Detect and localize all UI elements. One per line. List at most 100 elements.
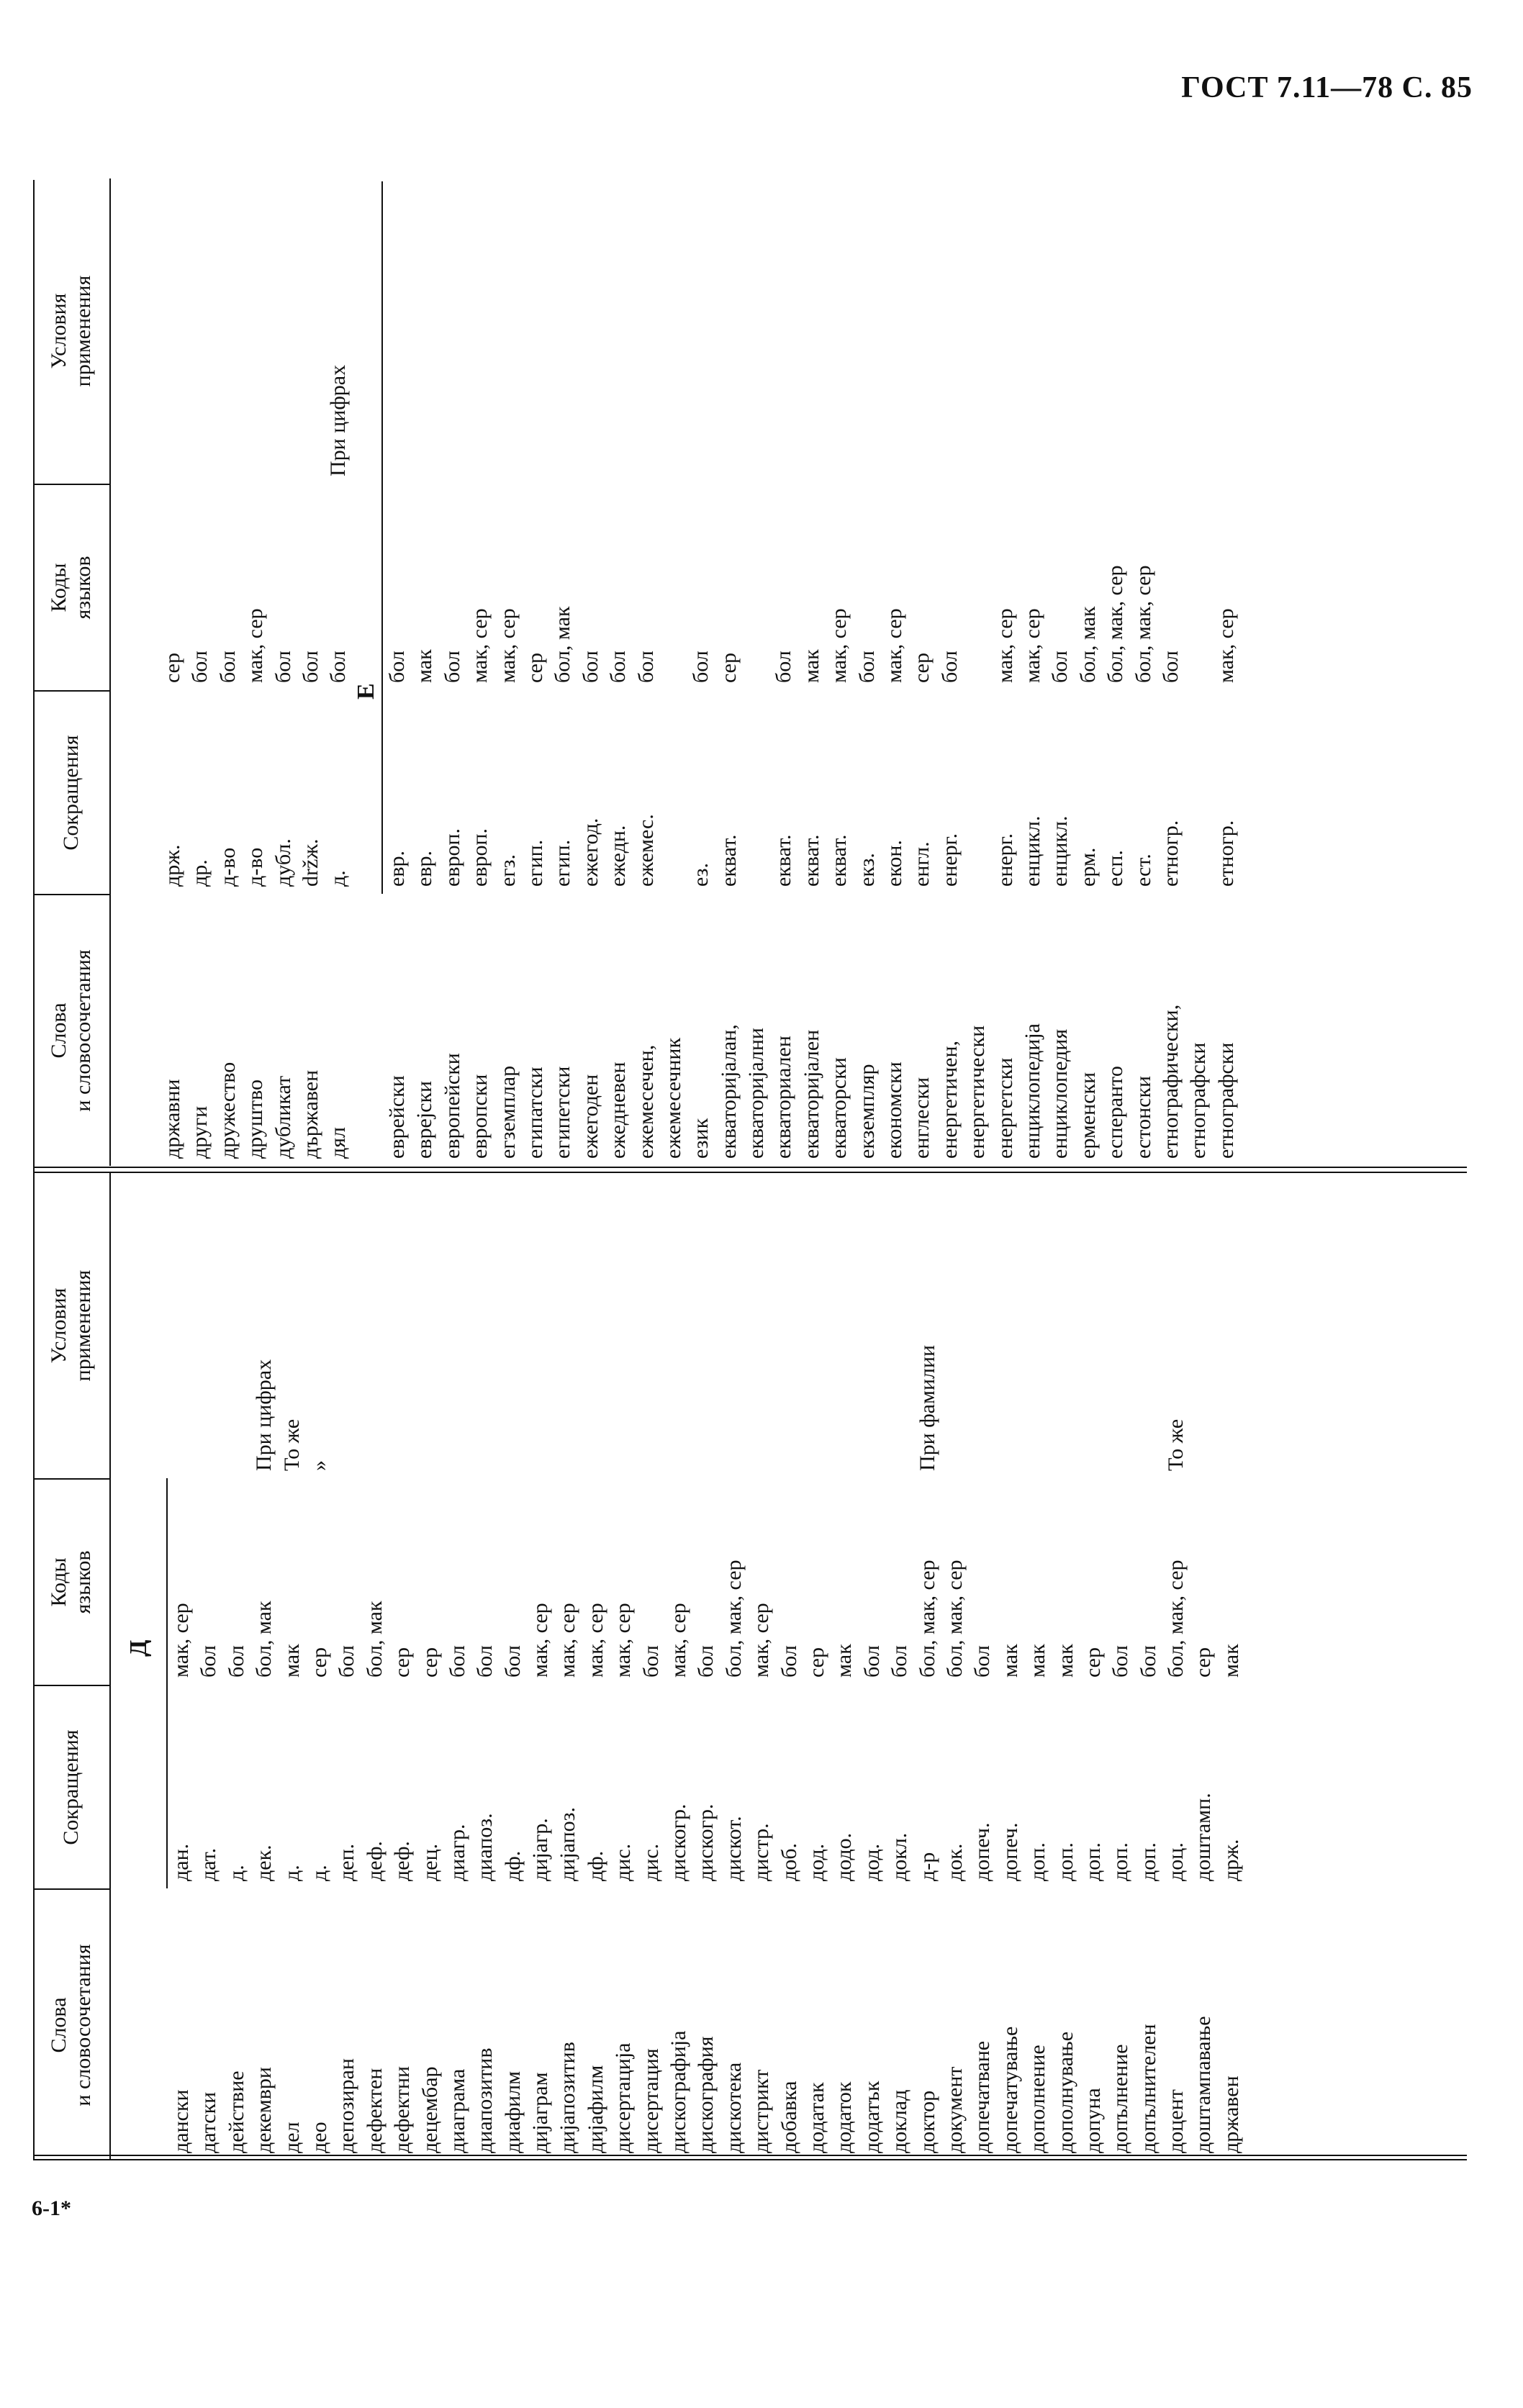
table-row: дубликат дубл. бол [270, 178, 297, 1166]
cell-word: део [307, 2122, 331, 2153]
cell-condition [605, 178, 632, 484]
table-row: декември дек. бол, мак При цифрах [250, 1173, 278, 2160]
table-row: државен држ. мак [1218, 1173, 1245, 2160]
cell-abbreviation: дод. [804, 1843, 828, 1881]
cell-word: египетски [551, 1066, 575, 1159]
cell-language-codes: бол [271, 651, 295, 683]
cell-condition [168, 1173, 195, 1478]
cell-abbreviation: енерг. [937, 833, 962, 887]
cell-word: економски [882, 1062, 907, 1159]
cell-abbreviation: ест. [1131, 854, 1155, 887]
cell-abbreviation: докл. [887, 1832, 912, 1881]
cell-language-codes: бол [1136, 1645, 1160, 1678]
table-row: енергетски енерг. мак, сер [992, 178, 1019, 1166]
cell-language-codes: сер [1080, 1647, 1105, 1678]
cell-language-codes: бол, мак, сер [1131, 565, 1155, 683]
cell-condition [881, 178, 908, 484]
cell-word: ежегоден [578, 1074, 602, 1159]
cell-abbreviation: д-во [215, 847, 240, 887]
cell-condition [1052, 1173, 1080, 1478]
cell-language-codes: бол, мак [252, 1601, 276, 1678]
cell-abbreviation: дод. [859, 1843, 884, 1881]
cell-abbreviation: евр. [412, 851, 437, 887]
cell-language-codes: сер [307, 1647, 331, 1678]
cell-condition [826, 178, 853, 484]
cell-abbreviation: дискогр. [666, 1803, 691, 1882]
cell-condition [1213, 178, 1240, 484]
cell-language-codes: бол [689, 651, 713, 683]
cell-abbreviation: доп. [1053, 1842, 1077, 1881]
cell-condition [1107, 1173, 1134, 1478]
cell-word: ежемесечник [661, 1037, 685, 1159]
table-row: доштампавање доштамп. сер [1190, 1173, 1217, 2160]
cell-word: дисертација [611, 2042, 636, 2153]
cell-language-codes: бол [578, 651, 602, 683]
cell-condition [748, 1173, 775, 1478]
cell-abbreviation: дис. [638, 1843, 663, 1881]
cell-language-codes: мак, сер [495, 608, 520, 683]
cell-language-codes: мак, сер [243, 608, 268, 683]
cell-abbreviation: екз. [854, 853, 879, 887]
cell-word: дружество [215, 1062, 240, 1159]
cell-language-codes: мак, сер [1020, 608, 1044, 683]
cell-condition [908, 178, 936, 484]
cell-language-codes [660, 484, 687, 690]
cell-abbreviation: етногр. [1158, 820, 1183, 887]
table-row: език ез. бол [687, 178, 715, 1166]
cell-language-codes: мак, сер [528, 1603, 553, 1678]
table-row: допълнителен доп. бол [1135, 1173, 1162, 2160]
cell-word: етнографски [1186, 1042, 1211, 1159]
cell-abbreviation [660, 690, 687, 894]
header-language-codes: Коды языков [33, 1478, 109, 1685]
cell-condition [411, 178, 438, 484]
cell-word: дијафилм [583, 2065, 607, 2153]
table-row: египетски егип. бол, мак [549, 178, 577, 1166]
table-row: дополнување доп. мак [1052, 1173, 1080, 2160]
cell-condition [715, 178, 743, 484]
table-row: екваторијалан, екват. сер [715, 178, 743, 1166]
cell-language-codes: бол [335, 1645, 359, 1678]
cell-abbreviation [964, 690, 991, 894]
cell-abbreviation: етногр. [1214, 820, 1238, 887]
cell-abbreviation: енцикл. [1048, 815, 1072, 887]
cell-word: език [689, 1118, 713, 1159]
rows-right: еврейски евр. бол еврејски евр. мак европейски… [384, 178, 1240, 1166]
cell-word: дел [279, 2122, 304, 2153]
table-row: египатски егип. сер [522, 178, 549, 1166]
table-row: държавен držж. бол [297, 178, 325, 1166]
cell-language-codes: мак, сер [169, 1603, 193, 1678]
cell-language-codes: бол, мак [1075, 606, 1100, 683]
page-header: ГОСТ 7.11—78 С. 85 [1181, 71, 1473, 104]
cell-language-codes: бол [937, 651, 962, 683]
cell-word: декември [252, 2067, 276, 2153]
cell-word: екваториален [772, 1036, 796, 1159]
cell-abbreviation: додо. [832, 1832, 857, 1881]
table-row: ежемесечник [660, 178, 687, 1166]
cell-condition [1102, 178, 1129, 484]
table-row: европейски европ. бол [439, 178, 466, 1166]
cell-condition [500, 1173, 527, 1478]
table-row: дел д. мак То же [279, 1173, 306, 2160]
table-row: друштво д-во мак, сер [242, 178, 269, 1166]
cell-language-codes: бол, мак [551, 606, 575, 683]
table-row: европски европ. мак, сер [466, 178, 494, 1166]
cell-language-codes: бол [1158, 651, 1183, 683]
cell-word: еврејски [412, 1080, 437, 1159]
table-row: дял д. бол При цифрах [325, 178, 352, 1166]
cell-word: енергетичен, [937, 1040, 962, 1159]
cell-condition [195, 1173, 222, 1478]
cell-word: допълнение [1108, 2044, 1133, 2153]
cell-abbreviation: држ. [161, 844, 184, 887]
table-row: дружество д-во бол [214, 178, 242, 1166]
table-row: ерменски ерм. бол, мак [1075, 178, 1102, 1166]
cell-abbreviation: др. [188, 859, 212, 887]
cell-language-codes: бол [188, 651, 212, 683]
cell-language-codes: бол [772, 651, 796, 683]
cell-abbreviation: доп. [1026, 1842, 1050, 1881]
cell-word: дефектни [390, 2065, 415, 2153]
cell-condition [1130, 178, 1157, 484]
table-row: дијаграм дијагр. мак, сер [527, 1173, 554, 2160]
cell-abbreviation: д. [326, 870, 351, 887]
cell-language-codes: бол, мак, сер [1164, 1560, 1188, 1678]
cell-word: екваторијални [744, 1028, 769, 1159]
